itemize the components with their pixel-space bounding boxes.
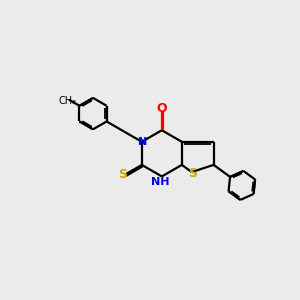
Text: S: S bbox=[188, 167, 196, 180]
Text: S: S bbox=[118, 168, 127, 181]
Text: NH: NH bbox=[152, 176, 170, 187]
Text: O: O bbox=[157, 102, 167, 115]
Text: CH₃: CH₃ bbox=[59, 96, 77, 106]
Text: N: N bbox=[138, 137, 147, 147]
